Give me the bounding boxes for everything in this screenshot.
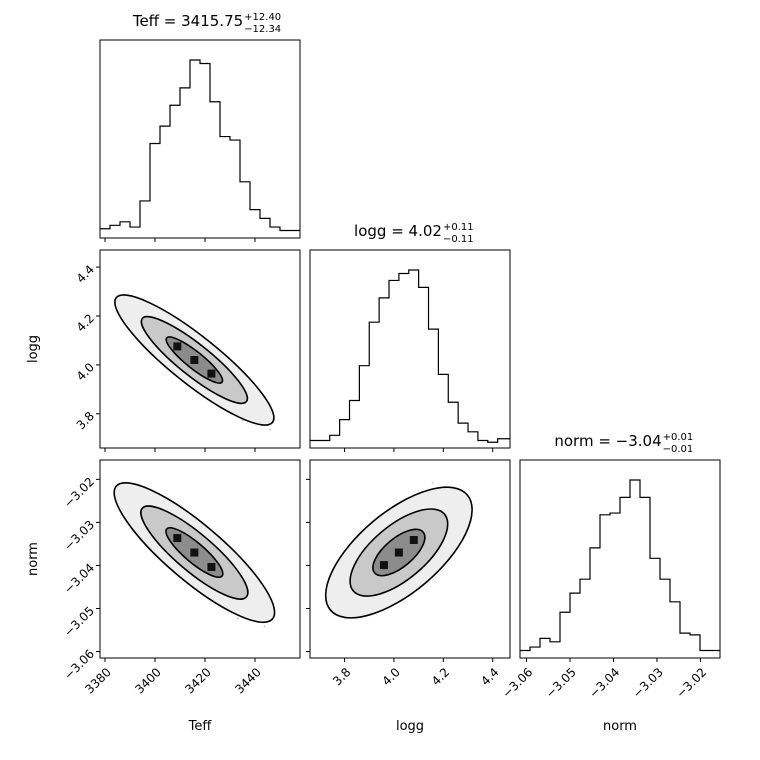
norm-y-tick-label: −3.04: [61, 561, 97, 597]
norm-histogram-title-lower-error: −0.01: [663, 444, 694, 455]
logg-x-tick-label: 4.2: [429, 665, 452, 688]
logg-histogram-title-upper-error: +0.11: [443, 222, 474, 233]
logg-y-axis-label: logg: [26, 335, 41, 363]
norm-y-axis-label: norm: [26, 542, 41, 576]
teff-histogram-step-line: [100, 59, 300, 232]
logg-y-tick-label: 4.4: [74, 262, 97, 285]
teff-histogram-panel: Teff = 3415.75 +12.40−12.34: [99, 12, 301, 239]
norm-axis-label: norm: [603, 719, 637, 734]
norm-y-tick-label: −3.02: [61, 475, 97, 511]
norm-x-tick-label: −3.06: [500, 665, 536, 701]
teff-vs-norm-density-peak: [190, 548, 199, 557]
logg-histogram-title-lower-error: −0.11: [443, 234, 474, 245]
teff-histogram-title-lower-error: −12.34: [244, 24, 281, 35]
logg-histogram-step-line: [310, 269, 510, 443]
norm-y-tick-label: −3.03: [61, 518, 97, 554]
teff-axis-label: Teff: [188, 719, 213, 734]
teff-vs-logg-sample-point: [241, 419, 244, 422]
teff-vs-logg-density-peak: [190, 356, 199, 364]
norm-y-tick-label: −3.05: [61, 604, 97, 640]
norm-x-tick-label: −3.04: [586, 665, 622, 701]
teff-vs-norm-frame: [99, 459, 301, 659]
norm-histogram-title: norm = −3.04: [554, 432, 661, 450]
teff-x-tick-label: 3440: [232, 665, 263, 696]
logg-vs-norm-density-peak: [394, 548, 403, 557]
logg-y-tick-label: 4.2: [74, 311, 97, 334]
logg-vs-norm-sample-point: [431, 481, 434, 484]
logg-x-tick-label: 3.8: [330, 665, 353, 688]
teff-vs-logg-density-peak: [173, 342, 182, 351]
logg-x-tick-label: 4.0: [379, 665, 402, 688]
logg-histogram-title: logg = 4.02: [354, 222, 442, 240]
teff-vs-norm-density-peak: [207, 563, 216, 572]
logg-vs-norm-density-peak: [379, 561, 388, 570]
teff-vs-logg-panel: [99, 249, 301, 449]
teff-vs-norm-density-peak: [173, 534, 182, 543]
logg-y-tick-label: 3.8: [74, 409, 97, 432]
teff-x-tick-label: 3400: [132, 665, 163, 696]
logg-vs-norm-frame: [309, 459, 511, 659]
norm-x-tick-label: −3.05: [543, 665, 579, 701]
teff-vs-norm-sample-point: [263, 625, 266, 628]
teff-histogram-title: Teff = 3415.75: [132, 12, 243, 30]
logg-histogram-panel: logg = 4.02 +0.11−0.11: [309, 222, 511, 449]
norm-histogram-panel: norm = −3.04 +0.01−0.01: [519, 432, 721, 659]
teff-vs-norm-panel: [99, 459, 301, 659]
logg-axis-label: logg: [396, 719, 424, 734]
norm-x-tick-label: −3.03: [630, 665, 666, 701]
teff-x-tick-label: 3380: [82, 665, 113, 696]
norm-histogram-frame: [519, 459, 721, 659]
teff-x-tick-label: 3420: [182, 665, 213, 696]
norm-histogram-step-line: [520, 479, 720, 652]
logg-vs-norm-density-peak: [409, 535, 418, 544]
norm-x-tick-label: −3.02: [673, 665, 709, 701]
teff-vs-logg-density-peak: [207, 369, 216, 378]
norm-histogram-title-upper-error: +0.01: [663, 432, 694, 443]
logg-histogram-frame: [309, 249, 511, 449]
logg-y-tick-label: 4.0: [74, 360, 97, 383]
teff-vs-logg-frame: [99, 249, 301, 449]
teff-histogram-title-upper-error: +12.40: [244, 12, 281, 23]
teff-histogram-frame: [99, 39, 301, 239]
logg-x-tick-label: 4.4: [478, 665, 501, 688]
logg-vs-norm-panel: [309, 459, 511, 659]
teff-vs-norm-sample-point: [236, 617, 239, 620]
teff-vs-logg-sample-point: [269, 428, 272, 431]
